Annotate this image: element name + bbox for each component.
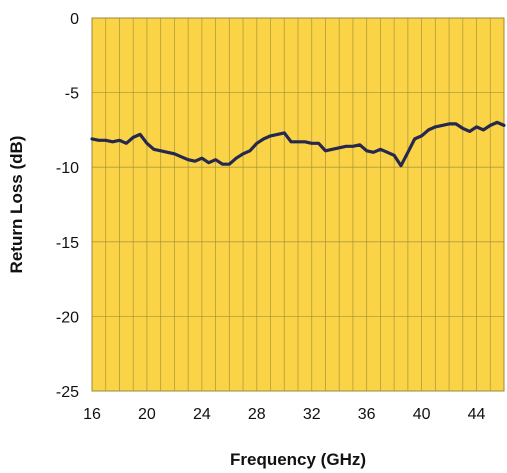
- grid-lines: [92, 18, 504, 391]
- x-axis-title: Frequency (GHz): [230, 450, 366, 469]
- x-tick-label: 32: [303, 406, 321, 423]
- y-tick-label: 0: [70, 11, 79, 28]
- y-tick-label: -5: [65, 86, 79, 103]
- series-layer: [90, 120, 506, 168]
- y-tick-label: -20: [56, 309, 79, 326]
- x-tick-label: 28: [248, 406, 266, 423]
- series-line-1: [90, 120, 506, 168]
- x-tick-label: 40: [413, 406, 431, 423]
- y-tick-label: -10: [56, 160, 79, 177]
- y-axis-tick-labels: 0 -5 -10 -15 -20 -25: [56, 11, 79, 401]
- x-tick-label: 16: [83, 406, 101, 423]
- x-tick-label: 36: [358, 406, 376, 423]
- y-tick-label: -25: [56, 384, 79, 401]
- x-tick-label: 24: [193, 406, 211, 423]
- x-axis-tick-labels: 16 20 24 28 32 36 40 44: [83, 406, 485, 423]
- x-tick-label: 20: [138, 406, 156, 423]
- y-axis-title: Return Loss (dB): [7, 136, 26, 274]
- x-tick-label: 44: [468, 406, 486, 423]
- y-tick-label: -15: [56, 235, 79, 252]
